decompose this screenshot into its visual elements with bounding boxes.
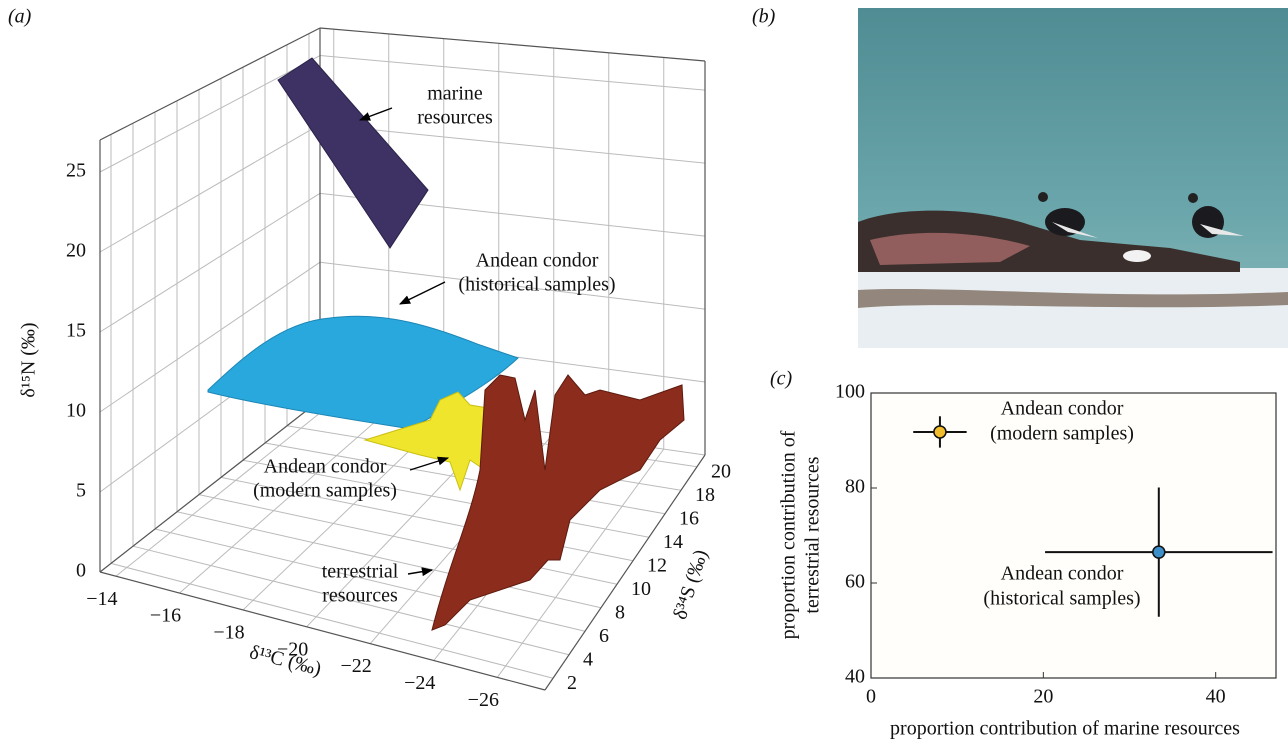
y-axis-label: terrestrial resources [802, 456, 824, 613]
arrow [400, 282, 445, 304]
y-tick-label: 6 [599, 625, 609, 647]
point-label: (historical samples) [983, 588, 1140, 610]
x-tick-label: 40 [1206, 686, 1226, 708]
x-tick-label: 20 [1033, 686, 1053, 708]
point-label: Andean condor [1001, 398, 1124, 420]
axis-line [320, 28, 705, 61]
photo [858, 8, 1288, 348]
annotation: resources [322, 585, 398, 607]
x-tick-label: −14 [86, 588, 117, 610]
z-axis-label: δ¹⁵N (‰) [18, 322, 40, 397]
y-tick-label: 10 [631, 578, 651, 600]
annotation: marine [427, 83, 483, 105]
arrow [360, 108, 392, 120]
y-axis-label: δ³⁴S (‰) [669, 547, 712, 622]
grid-line [320, 56, 705, 91]
panel-label: (a) [8, 6, 32, 28]
z-tick-label: 10 [66, 400, 86, 422]
y-tick-label: 100 [835, 381, 865, 403]
surfaces [208, 58, 684, 630]
x-tick-label: −22 [341, 655, 372, 677]
z-tick-label: 5 [76, 480, 86, 502]
x-tick-label: 0 [866, 686, 876, 708]
z-tick-label: 15 [66, 320, 86, 342]
x-axis-label: proportion contribution of marine resour… [890, 718, 1240, 740]
y-tick-label: 8 [615, 601, 625, 623]
y-tick-label: 20 [711, 460, 731, 482]
z-tick-label: 20 [66, 240, 86, 262]
arrow [410, 458, 448, 470]
y-tick-label: 16 [679, 507, 699, 529]
figure: (a) (b) (c) 02040406080100proportion con… [0, 0, 1288, 747]
y-tick-label: 12 [647, 554, 667, 576]
annotation: Andean condor [264, 456, 387, 478]
x-tick-label: −26 [468, 689, 499, 711]
y-axis-label: proportion contribution of [778, 430, 800, 639]
y-tick-label: 14 [663, 531, 683, 553]
annotation: resources [417, 107, 493, 129]
point [934, 426, 946, 438]
annotation: (historical samples) [458, 274, 615, 296]
arrow [408, 570, 432, 574]
x-tick-label: −16 [150, 605, 181, 627]
annotation: Andean condor [476, 250, 599, 272]
y-tick-label: 60 [845, 571, 865, 593]
panel-label: (b) [752, 6, 776, 28]
annotation: terrestrial [322, 561, 399, 583]
x-tick-label: −18 [213, 622, 244, 644]
y-tick-label: 18 [695, 484, 715, 506]
point [1153, 546, 1165, 558]
y-tick-label: 2 [567, 672, 577, 694]
point-label: Andean condor [1001, 563, 1124, 585]
z-tick-label: 25 [66, 160, 86, 182]
marine-surface [278, 58, 428, 248]
y-tick-label: 4 [583, 648, 593, 670]
annotation: (modern samples) [253, 480, 397, 502]
point-label: (modern samples) [990, 423, 1134, 445]
x-tick-label: −24 [404, 672, 435, 694]
panel-label: (c) [770, 368, 793, 390]
z-tick-label: 0 [76, 560, 86, 582]
y-tick-label: 80 [845, 476, 865, 498]
y-tick-label: 40 [845, 666, 865, 688]
